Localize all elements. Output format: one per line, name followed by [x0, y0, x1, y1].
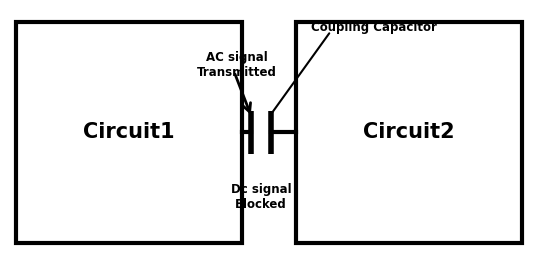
Text: AC signal
Transmitted: AC signal Transmitted: [197, 51, 277, 79]
Text: Circuit2: Circuit2: [363, 122, 455, 142]
Text: Circuit1: Circuit1: [83, 122, 175, 142]
Text: Coupling Capacitor: Coupling Capacitor: [311, 21, 437, 33]
Bar: [16, 22, 242, 243]
Text: Dc signal
Blocked: Dc signal Blocked: [231, 183, 291, 211]
Bar: [296, 22, 522, 243]
